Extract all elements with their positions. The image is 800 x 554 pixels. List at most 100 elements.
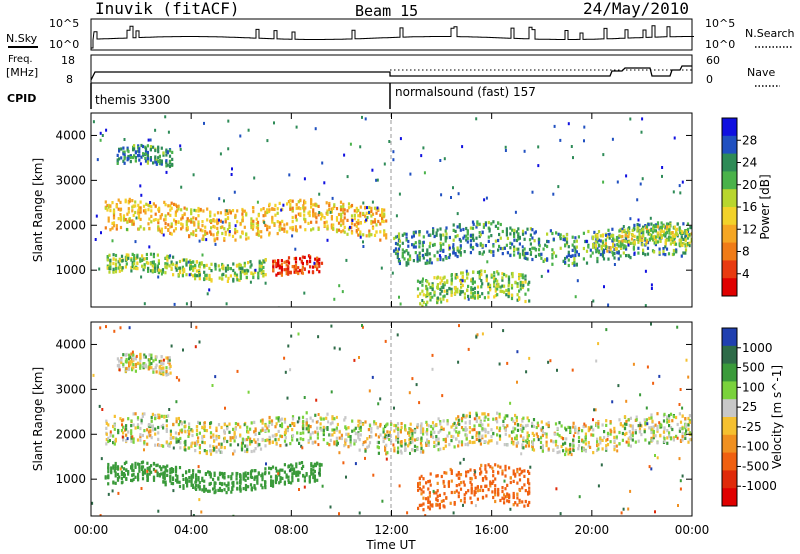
echo-cell [497,471,500,475]
echo-cell [412,245,415,249]
echo-cell [526,503,529,507]
echo-cell [190,474,193,478]
echo-cell [300,268,303,272]
echo-cell [105,426,108,430]
echo-cell [254,429,257,433]
echo-cell [458,225,461,229]
echo-cell [531,442,534,446]
echo-cell [505,293,508,297]
echo-cell [131,358,134,362]
echo-cell [227,147,230,151]
echo-cell [687,427,690,431]
echo-cell [506,424,509,428]
echo-cell [503,284,506,288]
echo-cell [258,431,261,435]
echo-cell [169,254,172,258]
echo-cell [122,146,125,150]
echo-cell [596,240,599,244]
echo-cell [287,478,290,482]
echo-cell [679,479,682,483]
echo-cell [225,302,228,306]
echo-cell [209,421,213,425]
echo-cell [108,270,111,274]
echo-cell [615,238,619,242]
echo-cell [472,292,475,296]
echo-cell [359,230,362,234]
echo-cell [478,294,481,298]
echo-cell [436,300,439,304]
echo-cell [468,414,471,419]
echo-cell [105,419,108,423]
echo-cell [344,416,347,420]
echo-cell [479,438,482,442]
echo-cell [572,441,575,445]
echo-cell [254,432,257,436]
echo-cell [112,221,116,225]
echo-cell [167,356,170,360]
echo-cell [616,180,619,184]
echo-cell [499,465,502,469]
echo-cell [510,437,514,441]
echo-cell [524,444,528,448]
echo-cell [480,285,483,289]
echo-cell [487,430,490,435]
echo-cell [165,369,168,373]
echo-cell [481,244,484,248]
echo-cell [509,480,512,485]
echo-cell [569,426,572,430]
echo-cell [667,252,671,256]
echo-cell [686,229,690,233]
echo-cell [442,297,445,301]
echo-cell [496,426,499,430]
echo-cell [158,365,161,369]
echo-cell [347,445,350,449]
echo-cell [123,150,126,154]
echo-cell [122,217,126,221]
echo-cell [197,214,200,218]
echo-cell [480,485,483,489]
echo-cell [146,161,149,165]
echo-cell [567,425,570,429]
echo-cell [351,419,354,423]
echo-cell [149,145,152,149]
echo-cell [150,464,153,468]
echo-cell [430,434,433,438]
echo-cell [283,229,286,233]
echo-cell [218,197,221,201]
echo-cell [172,273,175,277]
echo-cell [257,471,260,475]
echo-cell [362,245,365,248]
echo-cell [128,219,131,223]
echo-cell [310,198,313,202]
echo-cell [431,427,435,431]
echo-cell [146,474,149,478]
echo-cell [437,430,440,434]
echo-cell [642,251,645,255]
echo-cell [569,429,572,433]
echo-cell [545,435,548,439]
echo-cell [123,473,126,477]
echo-cell [651,438,654,442]
echo-cell [385,219,388,223]
echo-cell [643,418,646,422]
echo-cell [166,262,169,266]
echo-cell [307,424,310,428]
echo-cell [498,437,502,441]
echo-cell [299,431,302,435]
echo-cell [285,263,288,267]
echo-cell [483,412,486,416]
echo-cell [202,234,205,238]
echo-cell [223,472,226,476]
echo-cell [411,235,414,239]
echo-cell [494,493,497,497]
echo-cell [255,232,258,236]
echo-cell [244,478,247,482]
echo-cell [224,218,227,222]
echo-cell [481,495,485,499]
echo-cell [314,440,317,444]
echo-cell [160,414,163,418]
echo-cell [533,246,536,250]
echo-cell [458,422,461,426]
echo-cell [521,280,524,285]
echo-cell [164,271,167,275]
